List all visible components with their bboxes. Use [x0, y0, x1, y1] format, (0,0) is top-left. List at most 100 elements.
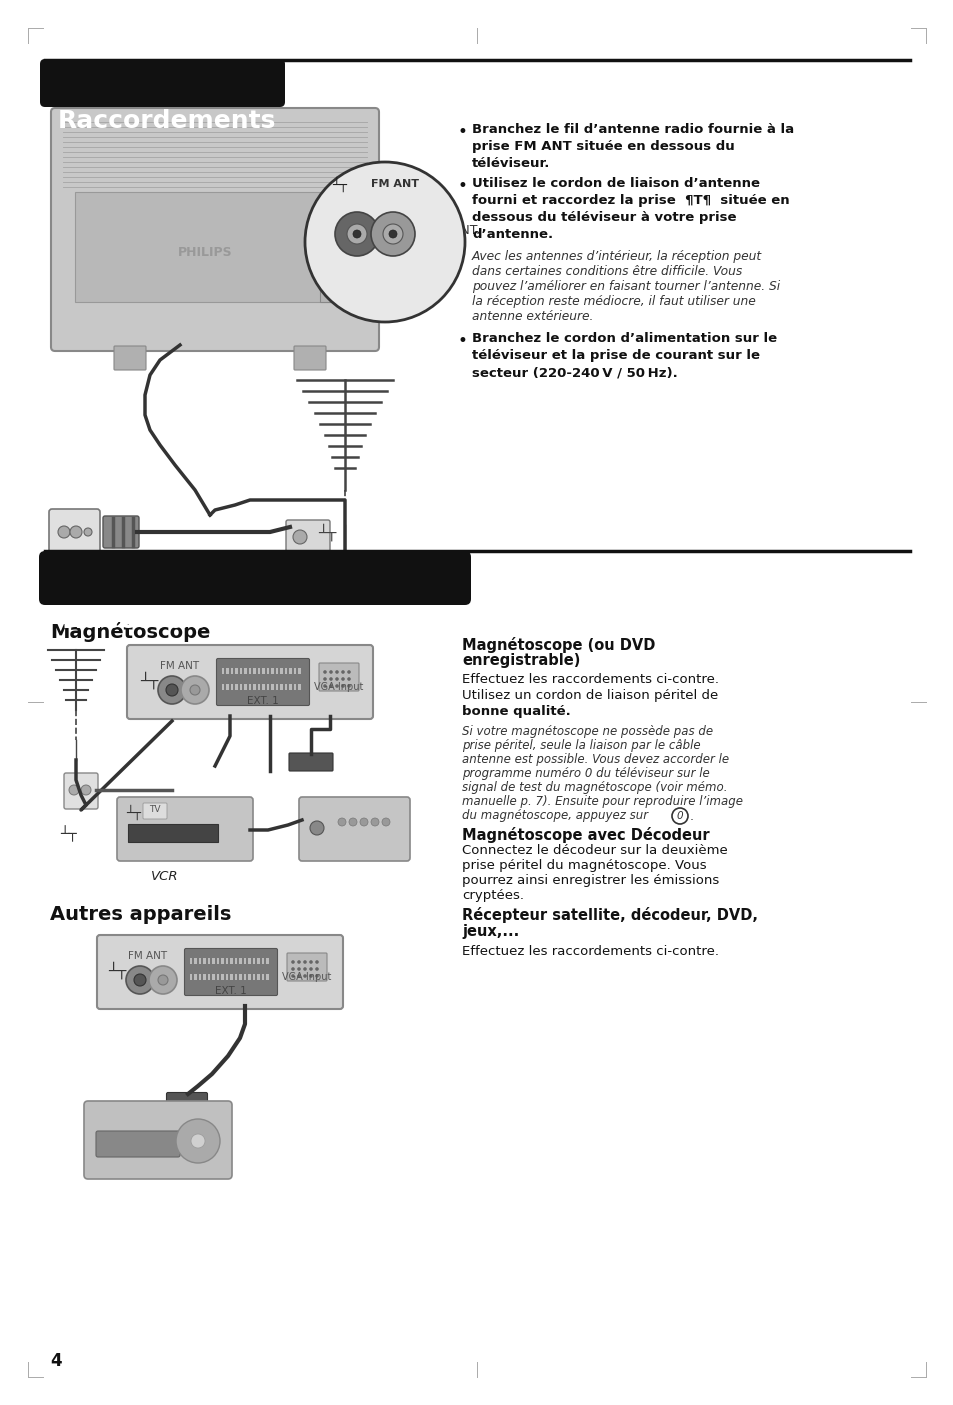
- Text: Magnétoscope (ou DVD: Magnétoscope (ou DVD: [461, 636, 655, 653]
- Text: Effectuez les raccordements ci-contre.: Effectuez les raccordements ci-contre.: [461, 946, 719, 958]
- Text: ┴┬: ┴┬: [108, 961, 126, 979]
- Bar: [275, 684, 278, 690]
- Text: FM ANT: FM ANT: [371, 178, 418, 190]
- Text: antenne extérieure.: antenne extérieure.: [472, 311, 593, 323]
- Bar: [203, 958, 206, 964]
- Circle shape: [347, 677, 351, 681]
- Circle shape: [329, 684, 333, 688]
- Bar: [128, 823, 218, 842]
- Bar: [298, 684, 301, 690]
- FancyBboxPatch shape: [167, 1093, 208, 1111]
- Bar: [267, 684, 269, 690]
- Text: enregistrable): enregistrable): [461, 653, 579, 667]
- Circle shape: [340, 233, 349, 242]
- Text: 4: 4: [50, 1352, 62, 1370]
- Circle shape: [347, 670, 351, 674]
- Circle shape: [70, 525, 82, 538]
- Bar: [194, 974, 196, 981]
- FancyBboxPatch shape: [127, 645, 373, 719]
- Circle shape: [309, 960, 313, 964]
- Text: ┴┬: ┴┬: [126, 804, 141, 819]
- FancyBboxPatch shape: [97, 934, 343, 1009]
- Circle shape: [310, 821, 324, 835]
- FancyBboxPatch shape: [298, 797, 410, 861]
- Circle shape: [158, 975, 168, 985]
- Circle shape: [335, 684, 338, 688]
- Circle shape: [69, 785, 79, 795]
- Circle shape: [166, 684, 178, 695]
- Text: Magnétoscope avec Décodeur: Magnétoscope avec Décodeur: [461, 828, 709, 843]
- Bar: [253, 958, 255, 964]
- Text: prise FM ANT située en dessous du: prise FM ANT située en dessous du: [472, 140, 734, 153]
- Circle shape: [84, 528, 91, 535]
- Bar: [289, 684, 292, 690]
- Circle shape: [349, 818, 356, 826]
- FancyBboxPatch shape: [318, 663, 358, 691]
- Text: jeux,...: jeux,...: [461, 924, 518, 939]
- FancyBboxPatch shape: [84, 1102, 232, 1179]
- Bar: [262, 684, 265, 690]
- Text: •: •: [457, 332, 467, 350]
- Circle shape: [297, 967, 300, 971]
- Text: •: •: [457, 177, 467, 195]
- Circle shape: [158, 676, 186, 704]
- Circle shape: [359, 818, 368, 826]
- Text: Utilisez le cordon de liaison d’antenne: Utilisez le cordon de liaison d’antenne: [472, 177, 760, 190]
- Circle shape: [149, 967, 177, 993]
- FancyBboxPatch shape: [40, 59, 285, 107]
- Text: TV: TV: [149, 805, 161, 815]
- Text: Branchez le cordon d’alimentation sur le: Branchez le cordon d’alimentation sur le: [472, 332, 777, 346]
- Bar: [234, 958, 237, 964]
- Circle shape: [341, 684, 344, 688]
- Bar: [199, 974, 201, 981]
- Bar: [190, 974, 193, 981]
- Bar: [216, 974, 219, 981]
- Text: Utilisez un cordon de liaison péritel de: Utilisez un cordon de liaison péritel de: [461, 688, 718, 702]
- Bar: [226, 974, 229, 981]
- Bar: [244, 667, 247, 674]
- Text: Branchez le fil d’antenne radio fournie à la: Branchez le fil d’antenne radio fournie …: [472, 124, 793, 136]
- Text: manuelle p. 7). Ensuite pour reproduire l’image: manuelle p. 7). Ensuite pour reproduire …: [461, 795, 742, 808]
- Bar: [262, 667, 265, 674]
- Circle shape: [309, 974, 313, 978]
- Bar: [239, 974, 242, 981]
- Text: dans certaines conditions être difficile. Vous: dans certaines conditions être difficile…: [472, 266, 741, 278]
- Circle shape: [297, 974, 300, 978]
- Bar: [249, 684, 252, 690]
- Bar: [275, 667, 278, 674]
- Bar: [257, 684, 260, 690]
- Text: prise péritel du magnétoscope. Vous: prise péritel du magnétoscope. Vous: [461, 858, 706, 873]
- Bar: [221, 958, 224, 964]
- Bar: [75, 192, 355, 302]
- Circle shape: [314, 960, 318, 964]
- Bar: [244, 974, 246, 981]
- FancyBboxPatch shape: [51, 108, 378, 351]
- Bar: [226, 684, 229, 690]
- Bar: [190, 958, 193, 964]
- Bar: [253, 684, 255, 690]
- Bar: [298, 667, 301, 674]
- Bar: [257, 667, 260, 674]
- Text: VCR: VCR: [151, 870, 178, 882]
- Text: FM ANT: FM ANT: [160, 660, 199, 672]
- Circle shape: [190, 686, 200, 695]
- Bar: [194, 958, 196, 964]
- Circle shape: [340, 247, 349, 254]
- Bar: [253, 974, 255, 981]
- Text: dessous du téléviseur à votre prise: dessous du téléviseur à votre prise: [472, 211, 736, 223]
- Circle shape: [303, 960, 307, 964]
- FancyBboxPatch shape: [39, 551, 471, 606]
- Text: Autres appareils: Autres appareils: [50, 905, 232, 924]
- FancyBboxPatch shape: [117, 797, 253, 861]
- Text: téléviseur et la prise de courant sur le: téléviseur et la prise de courant sur le: [472, 348, 760, 362]
- Bar: [244, 684, 247, 690]
- Bar: [266, 958, 269, 964]
- Circle shape: [347, 684, 351, 688]
- Bar: [267, 667, 269, 674]
- Circle shape: [347, 223, 367, 244]
- Circle shape: [314, 967, 318, 971]
- Text: 0: 0: [676, 811, 682, 821]
- Circle shape: [175, 1118, 220, 1163]
- Circle shape: [314, 974, 318, 978]
- Bar: [231, 667, 233, 674]
